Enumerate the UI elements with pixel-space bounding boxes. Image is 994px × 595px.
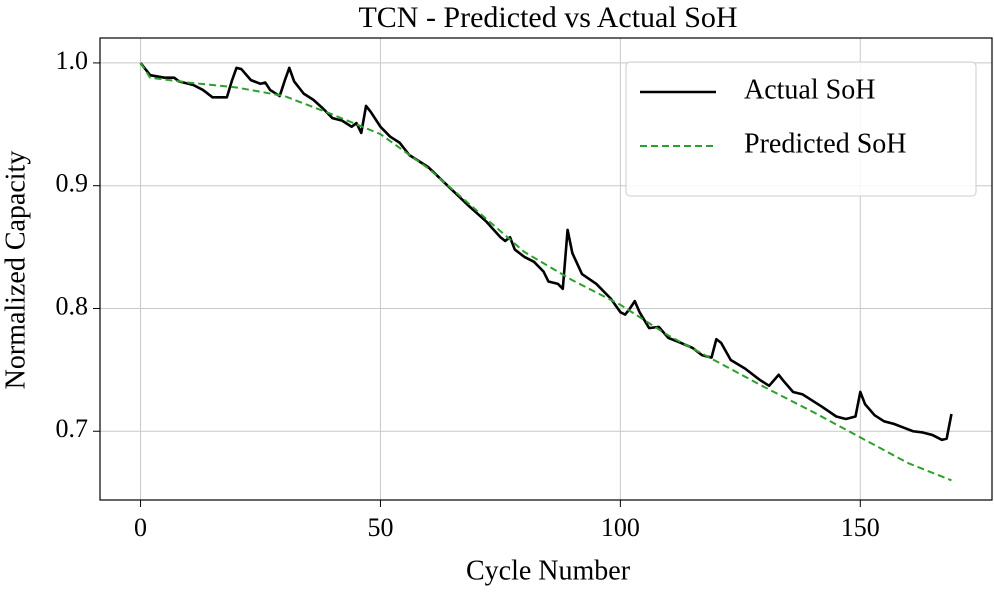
data-line [139,62,953,442]
legend-label: Predicted SoH [744,128,907,159]
x-tick-label: 100 [601,513,640,542]
x-tick-label: 150 [841,513,880,542]
y-axis-label: Normalized Capacity [0,151,31,390]
plot-frame [99,37,993,501]
x-tick-label: 50 [367,513,393,542]
y-tick-label: 0.7 [56,414,89,443]
data-line [139,62,952,482]
x-tick-label: 0 [134,513,147,542]
chart-title: TCN - Predicted vs Actual SoH [358,1,737,34]
y-tick-label: 0.8 [56,291,89,320]
y-tick-label: 1.0 [56,46,89,75]
y-tick-label: 0.9 [56,169,89,198]
legend-box [625,61,977,197]
legend-label: Actual SoH [744,74,875,105]
x-axis-label: Cycle Number [466,555,631,586]
